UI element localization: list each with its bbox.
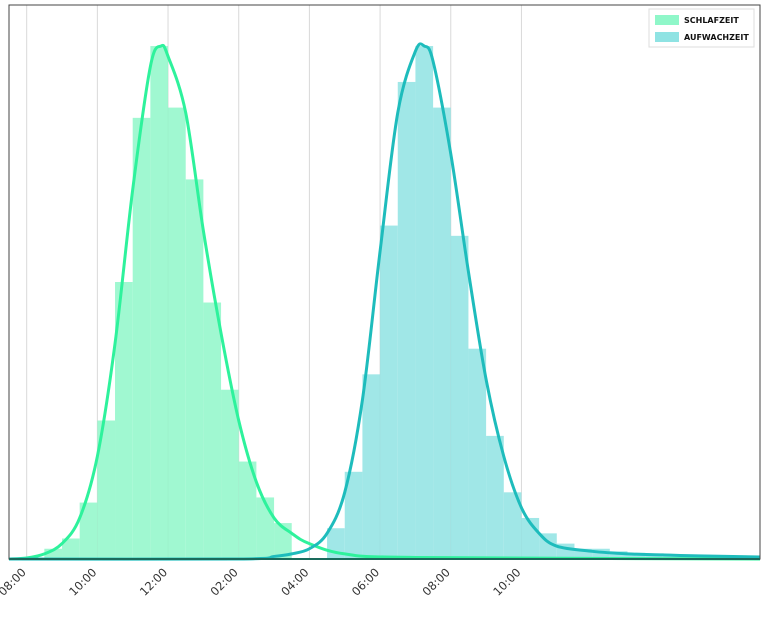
bar-aufwachzeit-15 [592, 548, 610, 559]
legend-label-schlafzeit: SCHLAFZEIT [684, 16, 739, 25]
bar-aufwachzeit-19 [662, 554, 681, 559]
axes [8, 4, 761, 560]
bar-schlafzeit-10 [221, 389, 239, 559]
bar-schlafzeit-12 [256, 497, 275, 559]
bar-aufwachzeit-6 [433, 107, 451, 559]
bar-schlafzeit-6 [150, 46, 169, 559]
bar-aufwachzeit-1 [344, 471, 363, 559]
bar-schlafzeit-8 [185, 179, 204, 559]
density-curves [8, 42, 761, 561]
bar-aufwachzeit-14 [574, 548, 593, 559]
bar-schlafzeit-2 [79, 502, 98, 559]
bar-aufwachzeit-9 [486, 435, 504, 559]
bar-schlafzeit-11 [238, 461, 257, 559]
bar-aufwachzeit-16 [609, 551, 628, 559]
bar-aufwachzeit-8 [468, 348, 487, 559]
bar-aufwachzeit-18 [645, 553, 663, 559]
bar-schlafzeit-5 [132, 117, 151, 559]
bar-schlafzeit-4 [115, 282, 133, 559]
bar-schlafzeit-0 [44, 548, 63, 559]
bar-schlafzeit-9 [203, 302, 222, 559]
histogram-bars [44, 46, 752, 560]
legend-label-aufwachzeit: AUFWACHZEIT [684, 33, 749, 42]
curve-aufwachzeit [8, 42, 761, 561]
bar-aufwachzeit-4 [397, 81, 416, 559]
bar-schlafzeit-3 [97, 420, 116, 559]
bar-aufwachzeit-3 [380, 225, 398, 559]
legend-swatch-schlafzeit [655, 15, 679, 25]
legend-swatch-aufwachzeit [655, 32, 679, 42]
bar-aufwachzeit-17 [627, 552, 646, 559]
bar-schlafzeit-1 [62, 538, 80, 559]
bar-aufwachzeit-5 [415, 46, 434, 559]
bar-aufwachzeit-10 [503, 492, 522, 559]
bar-schlafzeit-7 [168, 107, 186, 559]
bar-aufwachzeit-2 [362, 374, 381, 559]
bar-aufwachzeit-7 [450, 235, 469, 560]
legend[interactable]: SCHLAFZEIT AUFWACHZEIT [648, 8, 755, 48]
